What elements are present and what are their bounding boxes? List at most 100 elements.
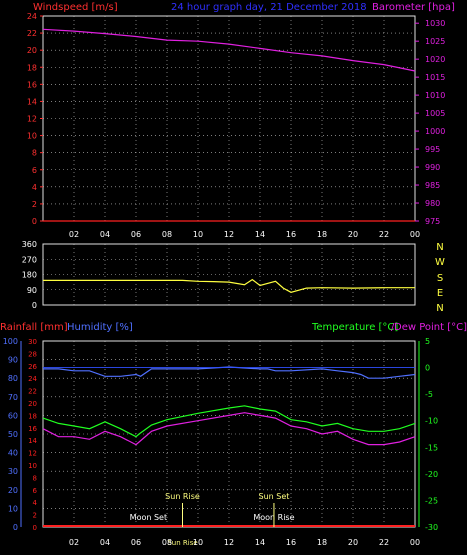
- x-tick-label: 12: [224, 538, 234, 547]
- humidity-tick-label: 50: [8, 430, 18, 439]
- barometer-tick-label: 985: [425, 181, 440, 190]
- x-tick-label: 04: [100, 230, 110, 239]
- x-tick-label: 18: [317, 538, 327, 547]
- x-tick-label: 04: [100, 538, 110, 547]
- x-tick-label: 06: [131, 538, 141, 547]
- x-tick-label: 02: [69, 538, 79, 547]
- humidity-tick-label: 70: [8, 393, 18, 402]
- x-tick-label: 06: [131, 230, 141, 239]
- rainfall-tick-label: 4: [33, 499, 38, 507]
- barometer-tick-label: 1000: [425, 127, 445, 136]
- temperature-axis-label: Temperature [°C]: [311, 322, 398, 333]
- x-tick-label: 08: [162, 230, 172, 239]
- windspeed-tick-label: 2: [32, 200, 37, 209]
- barometer-tick-label: 980: [425, 199, 440, 208]
- direction-tick-label: 90: [27, 286, 37, 295]
- temperature-tick-label: -10: [425, 417, 438, 426]
- temperature-tick-label: -15: [425, 443, 438, 452]
- humidity-tick-label: 10: [8, 504, 18, 513]
- x-tick-label: 14: [255, 230, 265, 239]
- x-tick-label: 20: [348, 538, 358, 547]
- rainfall-axis-label: Rainfall [mm]: [0, 322, 68, 333]
- x-tick-label: 10: [193, 538, 203, 547]
- temperature-tick-label: 5: [425, 337, 430, 346]
- barometer-tick-label: 1020: [425, 55, 445, 64]
- temperature-tick-label: -5: [425, 390, 433, 399]
- windspeed-tick-label: 16: [27, 80, 37, 89]
- astro-annotation: Sun Rise: [165, 492, 200, 501]
- windspeed-tick-label: 10: [27, 132, 37, 141]
- barometer-tick-label: 1015: [425, 73, 445, 82]
- header-windspeed-label: Windspeed [m/s]: [33, 2, 118, 13]
- barometer-tick-label: 975: [425, 217, 440, 226]
- compass-label: N: [436, 303, 443, 314]
- astro-annotation: Moon Set: [130, 513, 167, 522]
- compass-label: E: [437, 288, 443, 299]
- label-separator: /: [391, 322, 395, 333]
- barometer-tick-label: 990: [425, 163, 440, 172]
- humidity-line: [43, 366, 416, 379]
- x-tick-label: 14: [255, 538, 265, 547]
- rainfall-tick-label: 30: [28, 338, 37, 346]
- humidity-tick-label: 40: [8, 449, 18, 458]
- windspeed-tick-label: 8: [32, 149, 37, 158]
- windspeed-tick-label: 20: [27, 46, 37, 55]
- rainfall-tick-label: 22: [28, 388, 37, 396]
- windspeed-tick-label: 0: [32, 217, 37, 226]
- x-tick-label: 02: [69, 230, 79, 239]
- rainfall-tick-label: 14: [28, 437, 37, 445]
- humidity-tick-label: 100: [3, 337, 18, 346]
- humidity-tick-label: 60: [8, 411, 18, 420]
- astro-annotation: Sun Rise: [167, 539, 197, 547]
- x-tick-label: 20: [348, 230, 358, 239]
- x-tick-label: 10: [193, 230, 203, 239]
- rainfall-tick-label: 18: [28, 412, 37, 420]
- humidity-axis-label: Humidity [%]: [67, 322, 133, 333]
- temperature-line: [42, 405, 416, 438]
- temperature-tick-label: -25: [425, 496, 438, 505]
- barometer-tick-label: 1025: [425, 37, 445, 46]
- rainfall-tick-label: 26: [28, 363, 37, 371]
- rainfall-tick-label: 16: [28, 425, 37, 433]
- temperature-tick-label: 0: [425, 364, 430, 373]
- dewpoint-line: [42, 412, 416, 446]
- wind-direction-line: [43, 278, 415, 293]
- direction-tick-label: 270: [22, 255, 37, 264]
- rain-humidity-temp-panel: 0102030405060708090100024681012141618202…: [3, 337, 438, 547]
- rainfall-tick-label: 2: [33, 512, 37, 520]
- windspeed-tick-label: 6: [32, 166, 37, 175]
- astro-annotation: Sun Set: [258, 492, 289, 501]
- x-tick-label: 22: [379, 230, 389, 239]
- direction-tick-label: 360: [22, 240, 37, 249]
- rainfall-tick-label: 20: [28, 400, 37, 408]
- direction-tick-label: 0: [32, 301, 37, 310]
- dewpoint-axis-label: Dew Point [°C]: [394, 322, 467, 333]
- rainfall-tick-label: 6: [33, 487, 38, 495]
- compass-label: S: [437, 273, 443, 284]
- barometer-tick-label: 1010: [425, 91, 445, 100]
- barometer-line: [42, 28, 416, 72]
- rainfall-tick-label: 12: [28, 450, 37, 458]
- direction-tick-label: 180: [22, 271, 37, 280]
- windspeed-tick-label: 18: [27, 63, 37, 72]
- compass-label: W: [435, 257, 445, 268]
- humidity-tick-label: 0: [13, 523, 18, 532]
- compass-label: N: [436, 242, 443, 253]
- rainfall-tick-label: 28: [28, 350, 37, 358]
- header-title: 24 hour graph day, 21 December 2018: [171, 2, 367, 13]
- x-tick-label: 00: [410, 538, 420, 547]
- x-tick-label: 00: [410, 230, 420, 239]
- x-tick-label: 12: [224, 230, 234, 239]
- x-tick-label: 08: [162, 538, 172, 547]
- windspeed-tick-label: 14: [27, 97, 37, 106]
- humidity-tick-label: 80: [8, 374, 18, 383]
- windspeed-tick-label: 12: [27, 115, 37, 124]
- windspeed-tick-label: 22: [27, 29, 37, 38]
- x-tick-label: 16: [286, 230, 296, 239]
- humidity-tick-label: 90: [8, 356, 18, 365]
- rainfall-tick-label: 8: [33, 474, 37, 482]
- barometer-tick-label: 995: [425, 145, 440, 154]
- x-tick-label: 18: [317, 230, 327, 239]
- barometer-tick-label: 1005: [425, 109, 445, 118]
